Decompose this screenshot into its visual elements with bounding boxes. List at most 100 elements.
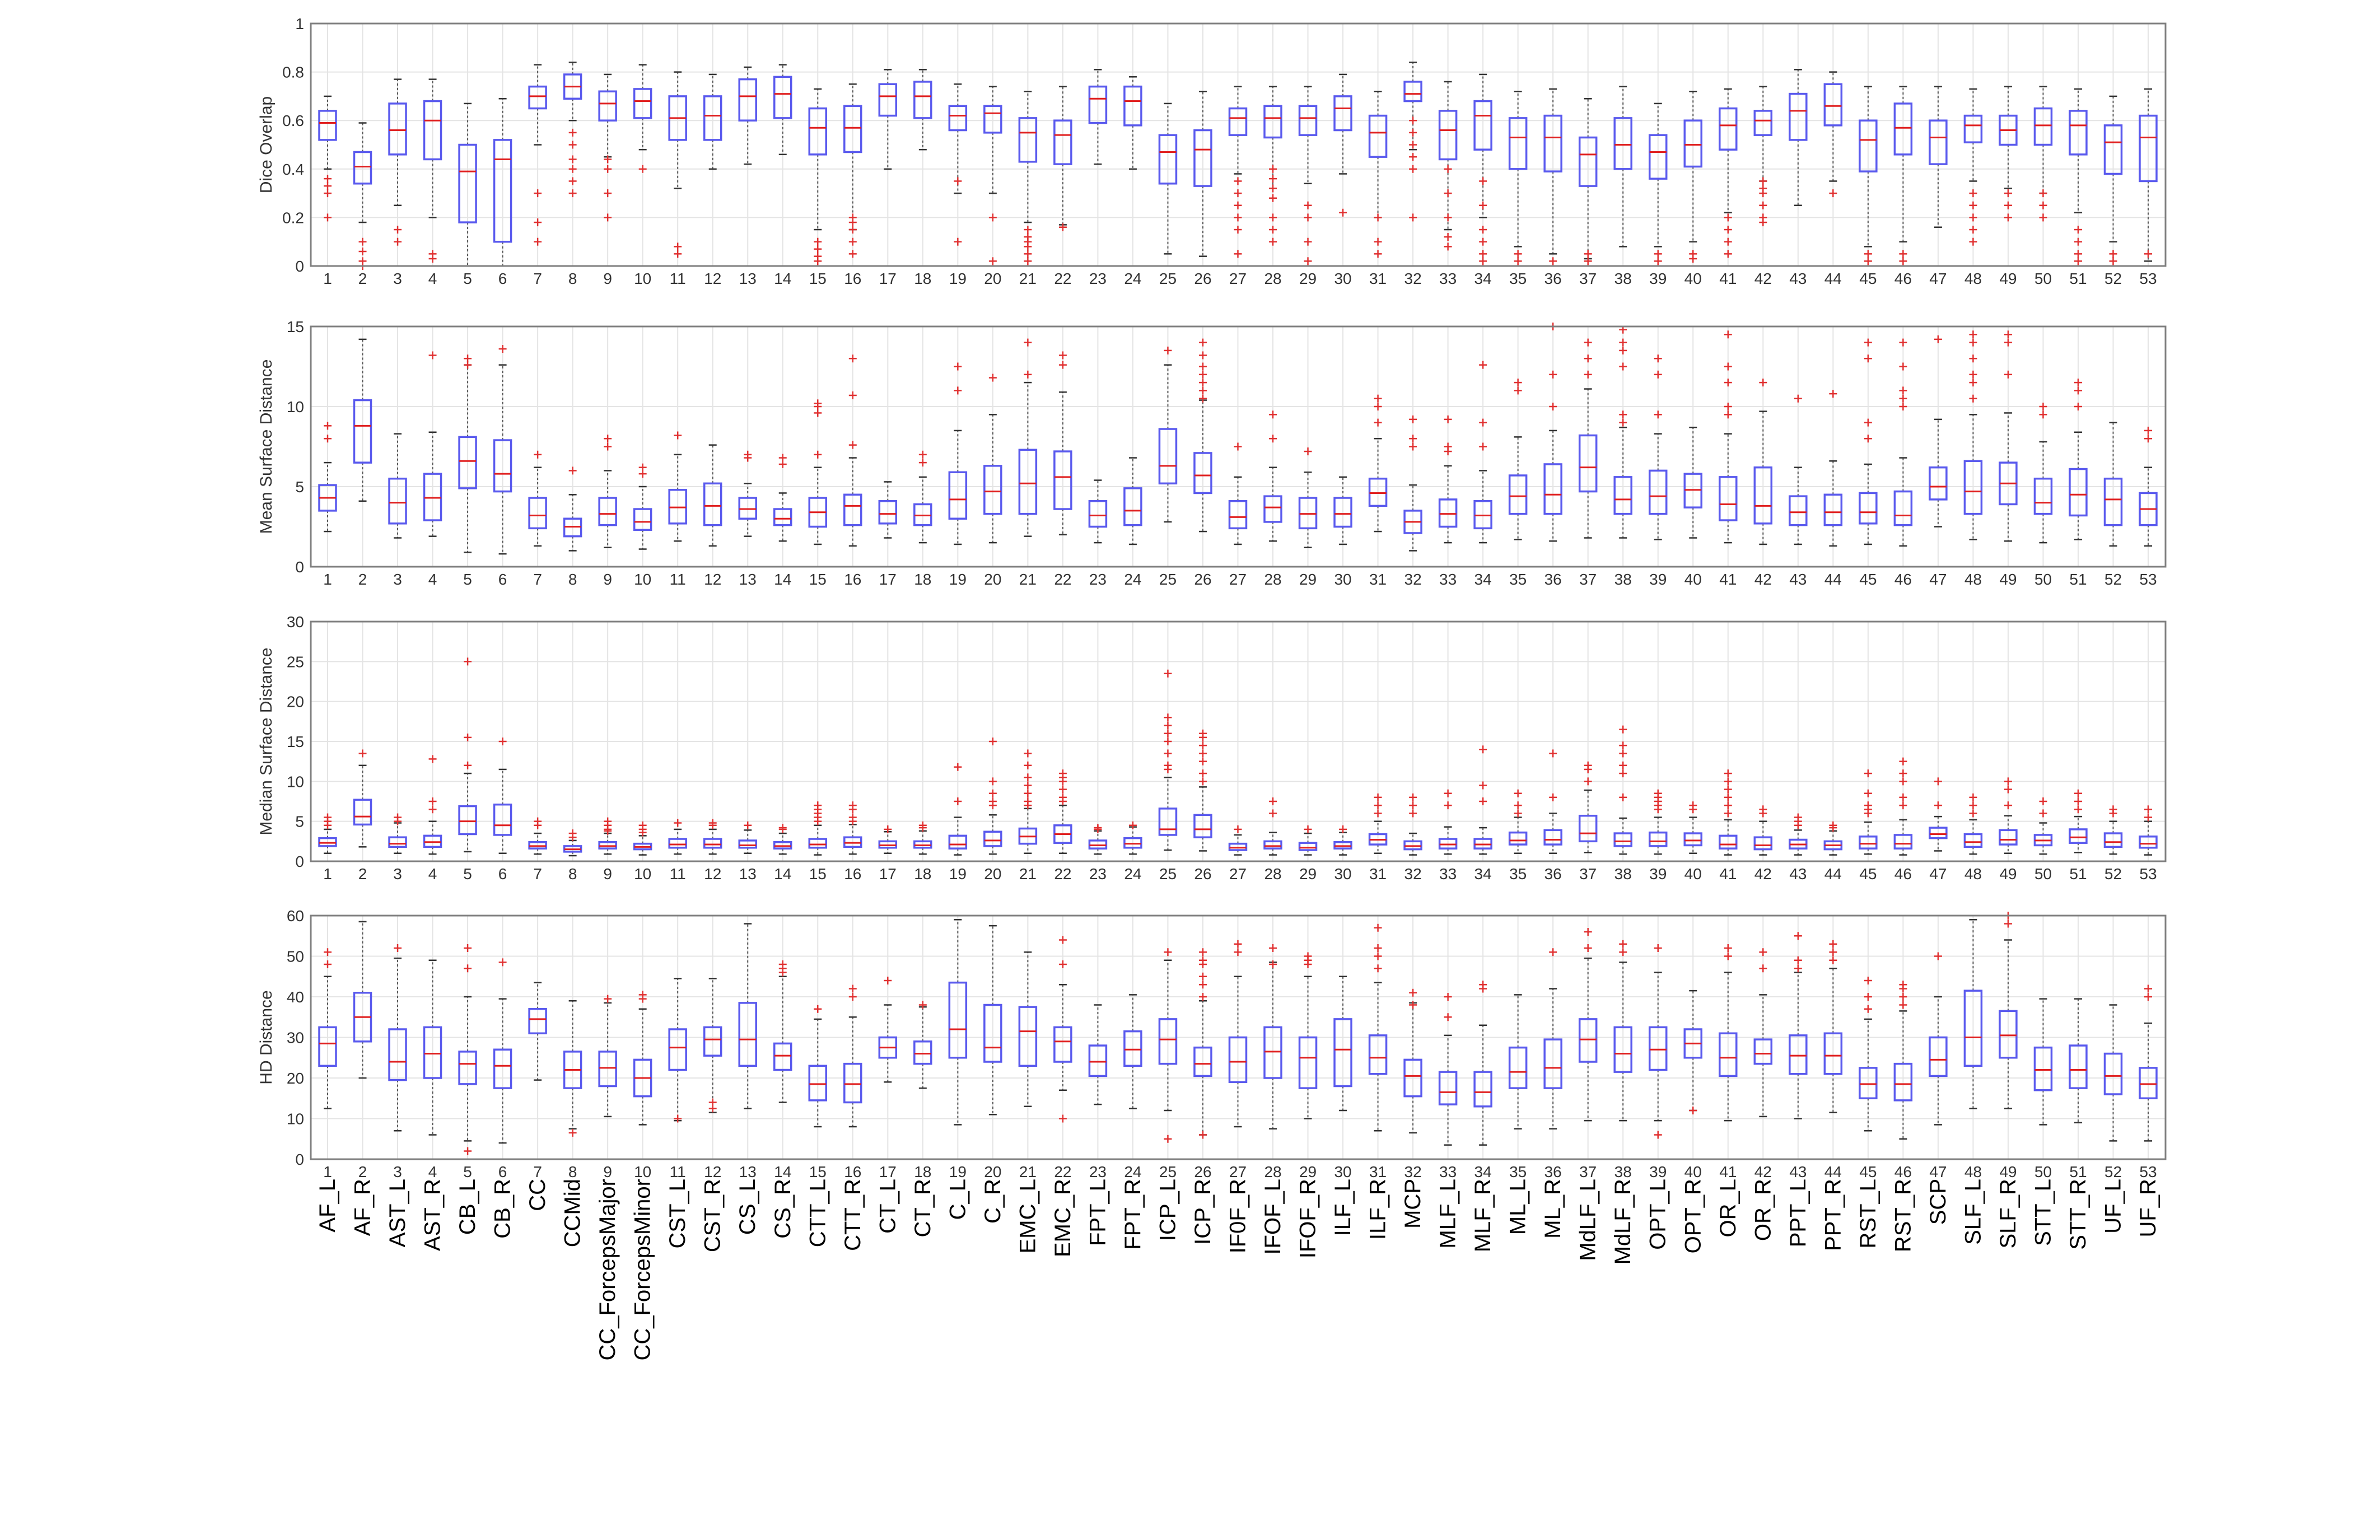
x-tick-label: 16 <box>844 1163 861 1180</box>
outlier-marker <box>1899 984 1907 993</box>
outlier-marker <box>848 391 857 399</box>
box-MdLF_L <box>1578 338 1598 539</box>
y-tick-label: 5 <box>295 478 304 496</box>
outlier-marker <box>534 821 542 829</box>
box-AST_L <box>388 813 407 854</box>
y-tick-label: 0.2 <box>282 209 304 226</box>
outlier-marker <box>1864 809 1872 818</box>
box-AF_R <box>353 122 372 270</box>
outlier-marker <box>1234 948 1242 956</box>
outlier-marker <box>1479 418 1487 427</box>
outlier-marker <box>1409 988 1417 997</box>
x-tick-label: 29 <box>1299 865 1317 883</box>
x-tick-label: 50 <box>2034 865 2052 883</box>
outlier-marker <box>814 237 822 246</box>
outlier-marker <box>1234 177 1242 185</box>
x-tick-label: 5 <box>463 571 472 588</box>
x-tick-label: 1 <box>323 270 332 287</box>
outlier-marker <box>848 441 857 449</box>
iqr-box <box>808 838 828 849</box>
iqr-box <box>878 500 898 525</box>
tract-label: CC_ForcepsMajor <box>595 1179 620 1361</box>
x-tick-label: 12 <box>704 571 721 588</box>
iqr-box <box>1999 1010 2018 1059</box>
outlier-marker <box>1024 370 1032 379</box>
outlier-marker <box>324 213 332 222</box>
iqr-box <box>493 803 512 836</box>
box-OPT_R <box>1683 990 1702 1114</box>
iqr-box <box>1193 1046 1212 1077</box>
outlier-marker <box>918 450 927 459</box>
x-tick-label: 44 <box>1824 865 1842 883</box>
box-CC <box>528 982 547 1081</box>
outlier-marker <box>1899 394 1907 403</box>
outlier-marker <box>638 470 647 478</box>
outlier-marker <box>674 250 682 258</box>
tract-label: IF0F_R <box>1226 1179 1250 1253</box>
box-IFOF_L <box>1263 410 1282 542</box>
box-RST_L <box>1859 769 1878 855</box>
iqr-box <box>353 151 372 185</box>
tract-label: CS_R <box>771 1179 795 1239</box>
iqr-box <box>528 85 547 110</box>
outlier-marker <box>1304 257 1312 265</box>
iqr-box <box>913 1040 932 1065</box>
box-ICP_R <box>1193 90 1212 257</box>
outlier-marker <box>2109 809 2117 818</box>
outlier-marker <box>1409 128 1417 137</box>
x-tick-label: 19 <box>949 270 967 287</box>
box-ILF_R <box>1368 394 1388 533</box>
outlier-marker <box>1024 226 1032 234</box>
x-tick-label: 33 <box>1439 865 1457 883</box>
tract-label: ILF_R <box>1366 1179 1390 1240</box>
x-tick-label: 34 <box>1474 1163 1492 1180</box>
x-tick-label: 52 <box>2104 865 2122 883</box>
box-SLF_L <box>1963 88 1983 246</box>
box-CTT_L <box>808 1005 828 1128</box>
x-tick-label: 26 <box>1194 270 1211 287</box>
outlier-marker <box>988 777 997 786</box>
x-tick-label: 51 <box>2069 1163 2087 1180</box>
y-tick-label: 20 <box>287 693 304 711</box>
outlier-marker <box>428 255 437 263</box>
x-tick-label: 50 <box>2034 1163 2052 1180</box>
outlier-marker <box>2074 386 2082 395</box>
tract-label: STT_L <box>2031 1179 2055 1246</box>
x-tick-label: 9 <box>603 1163 612 1180</box>
x-tick-label: 47 <box>1929 1163 1947 1180</box>
x-tick-label: 53 <box>2139 571 2157 588</box>
iqr-box <box>738 839 757 849</box>
outlier-marker <box>744 454 752 462</box>
iqr-box <box>773 1042 792 1071</box>
outlier-marker <box>1514 379 1522 387</box>
outlier-marker <box>1198 757 1207 766</box>
x-tick-label: 10 <box>634 1163 651 1180</box>
outlier-marker <box>2074 226 2082 234</box>
box-CST_L <box>668 978 687 1123</box>
x-tick-label: 41 <box>1719 571 1737 588</box>
outlier-marker <box>1409 1001 1417 1009</box>
x-tick-label: 34 <box>1474 571 1492 588</box>
outlier-marker <box>1969 370 1977 379</box>
outlier-marker <box>1409 153 1417 161</box>
box-ML_L <box>1508 90 1528 265</box>
outlier-marker <box>1269 410 1277 419</box>
iqr-box <box>1228 1036 1248 1083</box>
x-tick-label: 28 <box>1264 1163 1281 1180</box>
box-STT_L <box>2033 797 2053 855</box>
y-tick-label: 5 <box>295 813 304 830</box>
outlier-marker <box>2074 250 2082 258</box>
outlier-marker <box>1339 208 1347 217</box>
outlier-marker <box>1444 415 1452 423</box>
x-tick-label: 43 <box>1789 571 1807 588</box>
x-tick-label: 21 <box>1019 1163 1037 1180</box>
x-tick-label: 53 <box>2139 270 2157 287</box>
outlier-marker <box>1514 809 1522 818</box>
iqr-box <box>1963 990 1983 1067</box>
box-FPT_R <box>1123 821 1142 855</box>
outlier-marker <box>1234 189 1242 198</box>
outlier-marker <box>2039 809 2047 818</box>
outlier-marker <box>1198 1131 1207 1139</box>
outlier-marker <box>1654 1131 1662 1139</box>
iqr-box <box>1648 1026 1668 1071</box>
